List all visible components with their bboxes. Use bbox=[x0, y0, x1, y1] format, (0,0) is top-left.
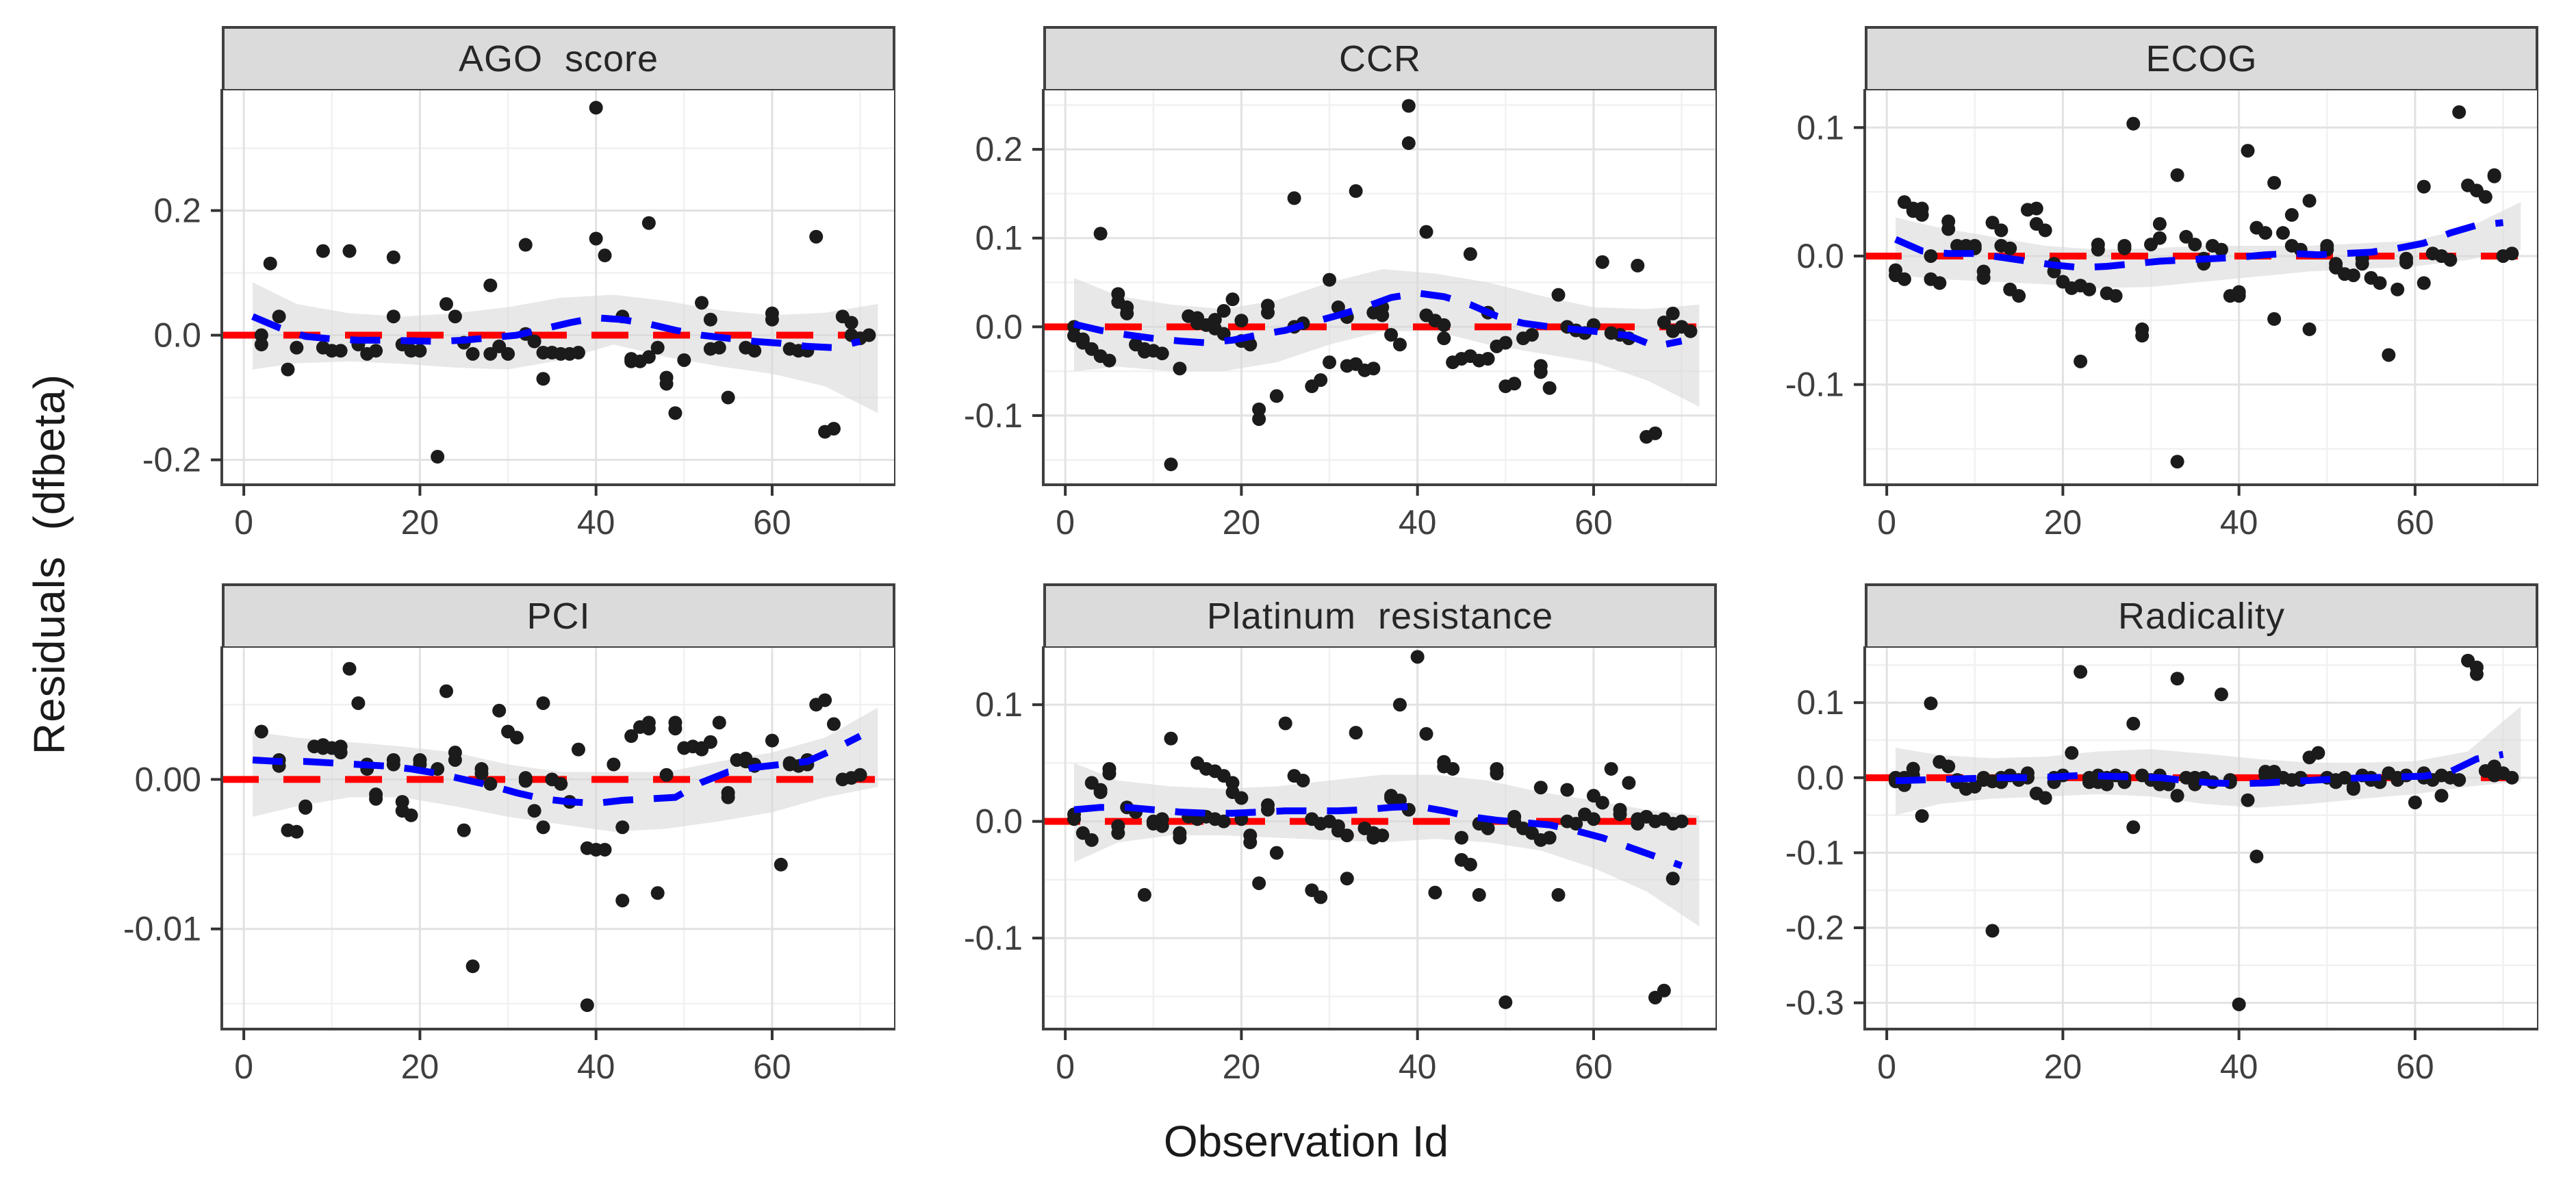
svg-text:0: 0 bbox=[234, 1048, 253, 1086]
svg-text:20: 20 bbox=[1223, 1048, 1261, 1086]
facet-ccr: CCR 0 20 40 60 0.2 0.1 0.0 -0.1 bbox=[895, 26, 1717, 546]
svg-text:60: 60 bbox=[2396, 503, 2434, 542]
facet-platinum-resistance: Platinum resistance 0 20 40 60 0.1 0.0 -0.1 bbox=[895, 583, 1717, 1091]
svg-text:-0.2: -0.2 bbox=[142, 441, 201, 479]
svg-text:40: 40 bbox=[577, 1048, 615, 1086]
facet-ago-score: AGO score 0 20 40 60 0.2 0.0 -0.2 bbox=[74, 26, 895, 546]
svg-text:0.0: 0.0 bbox=[975, 307, 1023, 346]
svg-text:0.1: 0.1 bbox=[975, 219, 1023, 257]
svg-text:20: 20 bbox=[401, 503, 439, 542]
facet-grid: AGO score 0 20 40 60 0.2 0.0 -0.2 CCR 0 20 40 60 0… bbox=[74, 26, 2538, 1091]
panel-plot-ecog: 0 20 40 60 0.1 0.0 -0.1 bbox=[1785, 89, 2538, 542]
facet-strip-platinum-resistance: Platinum resistance bbox=[1043, 583, 1717, 649]
svg-text:0.0: 0.0 bbox=[153, 316, 201, 355]
svg-text:0.0: 0.0 bbox=[975, 802, 1023, 841]
svg-text:0.0: 0.0 bbox=[1796, 759, 1844, 797]
svg-text:60: 60 bbox=[753, 1048, 791, 1086]
panel-plot-platinum-resistance: 0 20 40 60 0.1 0.0 -0.1 bbox=[964, 646, 1717, 1086]
svg-text:-0.1: -0.1 bbox=[1785, 366, 1844, 404]
facet-strip-ecog: ECOG bbox=[1865, 26, 2538, 92]
svg-text:20: 20 bbox=[1223, 503, 1261, 542]
svg-text:0: 0 bbox=[1877, 1048, 1896, 1086]
facet-strip-pci: PCI bbox=[222, 583, 895, 649]
svg-text:-0.2: -0.2 bbox=[1785, 909, 1844, 947]
svg-text:0.1: 0.1 bbox=[975, 685, 1023, 724]
svg-text:0.00: 0.00 bbox=[135, 760, 201, 798]
svg-text:-0.3: -0.3 bbox=[1785, 984, 1844, 1022]
svg-text:20: 20 bbox=[2044, 503, 2082, 542]
panel-plot-ago-score: 0 20 40 60 0.2 0.0 -0.2 bbox=[142, 89, 895, 542]
svg-text:20: 20 bbox=[2044, 1048, 2082, 1086]
svg-text:0: 0 bbox=[234, 503, 253, 542]
facet-strip-ago-score: AGO score bbox=[222, 26, 895, 92]
svg-text:0.0: 0.0 bbox=[1796, 237, 1844, 275]
svg-text:0.2: 0.2 bbox=[975, 130, 1023, 168]
panel-plot-pci: 0 20 40 60 0.00 -0.01 bbox=[123, 646, 895, 1086]
x-axis-title: Observation Id bbox=[1163, 1117, 1449, 1166]
facet-radicality: Radicality 0 20 40 60 0.1 0.0 -0.1 -0.2 -0.3 bbox=[1717, 583, 2538, 1091]
svg-text:0.1: 0.1 bbox=[1796, 108, 1844, 147]
svg-text:20: 20 bbox=[401, 1048, 439, 1086]
svg-text:-0.1: -0.1 bbox=[964, 396, 1023, 435]
panel-plot-radicality: 0 20 40 60 0.1 0.0 -0.1 -0.2 -0.3 bbox=[1785, 646, 2538, 1086]
facet-strip-radicality: Radicality bbox=[1865, 583, 2538, 649]
svg-text:0.2: 0.2 bbox=[153, 191, 201, 229]
svg-text:0: 0 bbox=[1056, 503, 1075, 542]
svg-text:60: 60 bbox=[1574, 1048, 1613, 1086]
y-axis-title: Residuals (dfbeta) bbox=[25, 373, 74, 755]
svg-text:60: 60 bbox=[753, 503, 791, 542]
svg-text:-0.01: -0.01 bbox=[123, 910, 201, 948]
svg-text:40: 40 bbox=[577, 503, 615, 542]
svg-text:0.1: 0.1 bbox=[1796, 683, 1844, 722]
facet-pci: PCI 0 20 40 60 0.00 -0.01 bbox=[74, 583, 895, 1091]
facet-strip-ccr: CCR bbox=[1043, 26, 1717, 92]
svg-text:40: 40 bbox=[1399, 503, 1437, 542]
svg-text:60: 60 bbox=[2396, 1048, 2434, 1086]
facet-ecog: ECOG 0 20 40 60 0.1 0.0 -0.1 bbox=[1717, 26, 2538, 546]
svg-text:0: 0 bbox=[1056, 1048, 1075, 1086]
svg-text:-0.1: -0.1 bbox=[964, 919, 1023, 957]
svg-text:40: 40 bbox=[2220, 503, 2258, 542]
svg-text:40: 40 bbox=[1399, 1048, 1437, 1086]
svg-text:40: 40 bbox=[2220, 1048, 2258, 1086]
svg-text:-0.1: -0.1 bbox=[1785, 833, 1844, 872]
svg-text:0: 0 bbox=[1877, 503, 1896, 542]
panel-plot-ccr: 0 20 40 60 0.2 0.1 0.0 -0.1 bbox=[964, 89, 1717, 542]
svg-text:60: 60 bbox=[1574, 503, 1613, 542]
